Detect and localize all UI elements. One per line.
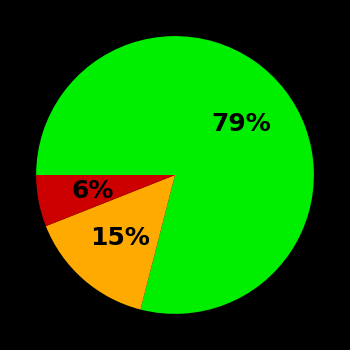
Wedge shape — [36, 175, 175, 226]
Wedge shape — [46, 175, 175, 309]
Text: 15%: 15% — [90, 225, 150, 250]
Text: 79%: 79% — [211, 112, 271, 136]
Text: 6%: 6% — [72, 178, 114, 203]
Wedge shape — [36, 36, 314, 314]
